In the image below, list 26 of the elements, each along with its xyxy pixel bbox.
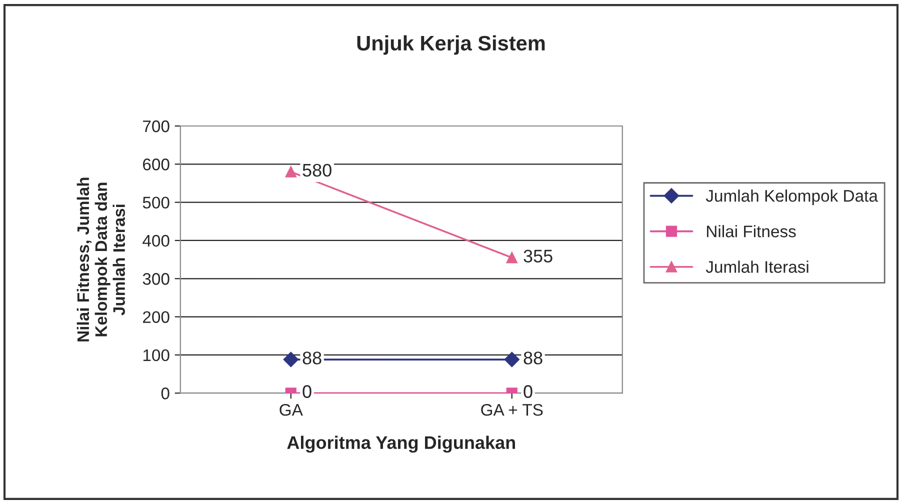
y-tick-label: 0 [161, 388, 170, 400]
point [506, 252, 518, 264]
data-label: 88 [524, 352, 542, 364]
data-label: 580 [302, 164, 332, 177]
point [283, 352, 298, 368]
legend-label: Jumlah Kelompok Data [706, 190, 878, 206]
legend-label: Nilai Fitness [707, 225, 796, 238]
data-label: 355 [524, 250, 552, 262]
y-tick-label: 600 [143, 158, 170, 170]
data-label: 0 [524, 385, 532, 398]
y-tick-label: 100 [143, 349, 170, 362]
y-tick-label: 300 [142, 273, 170, 285]
y-axis-title: Nilai Fitness, Jumlah Kelompok Data dan Jumlah Iterasi [76, 178, 125, 342]
x-tick-label: GA + TS [481, 404, 543, 416]
data-label: 88 [302, 352, 322, 364]
y-tick-label: 400 [142, 234, 170, 247]
data-label: 0 [302, 385, 312, 398]
legend-label: Jumlah Iterasi [706, 260, 808, 273]
y-tick-label: 500 [142, 196, 170, 209]
x-tick-label: GA [280, 404, 303, 416]
y-tick-label: 200 [143, 311, 170, 324]
chart-title: Unjuk Kerja Sistem [357, 35, 545, 55]
y-tick-label: 700 [143, 120, 170, 132]
x-axis-title: Algoritma Yang Digunakan [287, 436, 515, 453]
point [285, 166, 296, 178]
point [504, 352, 520, 368]
